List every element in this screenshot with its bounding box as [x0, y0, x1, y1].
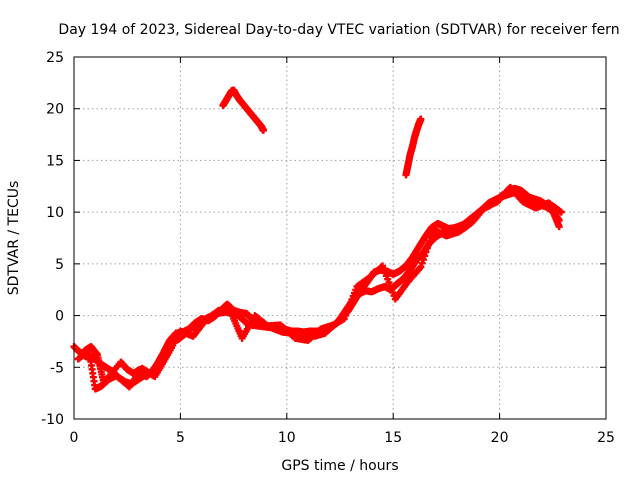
plot-frame	[73, 56, 607, 420]
series-arc-1	[219, 86, 267, 134]
y-tick-label: 10	[46, 205, 64, 221]
axis-ticks: 0 5 10 15 20 25 -10 -5 0 5 10 15 20 25	[41, 50, 615, 446]
data-point	[422, 248, 430, 256]
data-point	[417, 263, 425, 271]
y-tick-label: -5	[50, 360, 64, 376]
data-point	[259, 126, 267, 134]
data-point	[423, 244, 431, 252]
data-points	[70, 86, 565, 393]
data-point	[417, 115, 425, 123]
x-tick-label: 15	[384, 430, 402, 446]
data-point	[426, 237, 434, 245]
data-point	[425, 241, 433, 249]
data-point	[418, 259, 426, 267]
chart-title: Day 194 of 2023, Sidereal Day-to-day VTE…	[58, 22, 619, 38]
y-tick-label: 0	[55, 309, 64, 325]
y-tick-label: 20	[46, 102, 64, 118]
y-axis-label: SDTVAR / TECUs	[6, 181, 22, 296]
y-tick-label: -10	[41, 412, 64, 428]
series-main-c	[74, 183, 565, 393]
data-point	[557, 208, 565, 216]
x-axis-label: GPS time / hours	[281, 458, 398, 474]
data-point	[555, 223, 563, 231]
y-tick-label: 25	[46, 50, 64, 66]
x-tick-label: 0	[70, 430, 79, 446]
x-tick-label: 10	[278, 430, 296, 446]
x-tick-label: 20	[491, 430, 509, 446]
data-point	[419, 256, 427, 264]
y-tick-label: 15	[46, 153, 64, 169]
x-tick-label: 5	[176, 430, 185, 446]
series-arc-2	[402, 115, 425, 179]
x-tick-label: 25	[597, 430, 615, 446]
y-tick-label: 5	[55, 257, 64, 273]
data-point	[427, 233, 435, 241]
data-point	[421, 252, 429, 260]
